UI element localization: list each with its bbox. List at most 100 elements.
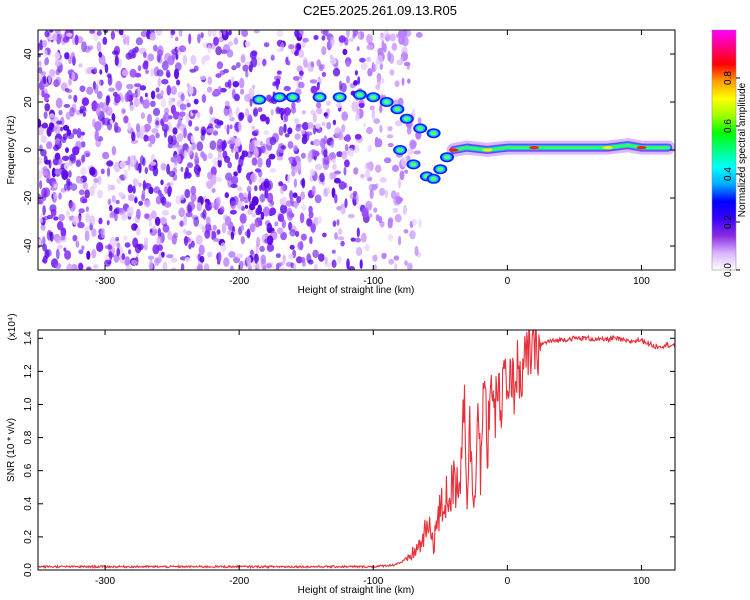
- heatmap-noise-cell: [38, 195, 44, 205]
- heatmap-noise-cell: [38, 72, 43, 82]
- heatmap-noise-cell: [255, 168, 261, 173]
- ridge-blob-core: [417, 126, 424, 131]
- heatmap-noise-cell: [184, 257, 191, 262]
- heatmap-noise-cell: [292, 76, 300, 81]
- heatmap-noise-cell: [318, 253, 325, 262]
- heatmap-noise-cell: [254, 140, 261, 146]
- heatmap-noise-cell: [120, 215, 128, 221]
- heatmap-noise-cell: [127, 194, 135, 202]
- heatmap-noise-cell: [223, 257, 230, 267]
- heatmap-noise-cell: [380, 77, 385, 84]
- heatmap-noise-cell: [275, 79, 279, 91]
- heatmap-noise-cell: [54, 262, 62, 270]
- heatmap-noise-cell: [147, 113, 152, 124]
- heatmap-noise-cell: [407, 147, 414, 156]
- heatmap-noise-cell: [66, 185, 71, 191]
- heatmap-noise-cell: [108, 252, 115, 258]
- heatmap-noise-cell: [309, 79, 318, 84]
- heatmap-noise-cell: [40, 224, 46, 231]
- heatmap-noise-cell: [224, 216, 232, 227]
- heatmap-noise-cell: [291, 101, 296, 110]
- colorbar-tick-label: 0.0: [723, 263, 734, 277]
- heatmap-noise-cell: [344, 198, 348, 209]
- y-tick-label: 1.4: [23, 331, 34, 345]
- heatmap-noise-cell: [251, 157, 258, 166]
- heatmap-noise-cell: [124, 256, 131, 267]
- heatmap-noise-cell: [78, 63, 83, 68]
- heatmap-noise-cell: [73, 94, 78, 103]
- heatmap-noise-cell: [403, 229, 409, 234]
- heatmap-noise-cell: [91, 249, 97, 259]
- heatmap-noise-cell: [366, 34, 373, 44]
- heatmap-noise-cell: [296, 196, 302, 204]
- heatmap-noise-cell: [392, 207, 399, 213]
- heatmap-noise-cell: [161, 60, 169, 71]
- heatmap-noise-cell: [242, 192, 249, 198]
- heatmap-noise-cell: [187, 162, 194, 169]
- heatmap-noise-cell: [249, 223, 256, 233]
- heatmap-noise-cell: [86, 250, 91, 260]
- heatmap-noise-cell: [300, 152, 306, 159]
- heatmap-noise-cell: [81, 131, 85, 136]
- heatmap-noise-cell: [186, 204, 192, 213]
- heatmap-noise-cell: [195, 234, 203, 245]
- heatmap-noise-cell: [377, 54, 383, 65]
- heatmap-noise-cell: [38, 157, 43, 165]
- heatmap-noise-cell: [278, 181, 284, 187]
- heatmap-noise-cell: [254, 217, 261, 228]
- heatmap-noise-cell: [99, 101, 104, 109]
- heatmap-noise-cell: [67, 181, 73, 187]
- heatmap-noise-cell: [340, 82, 347, 93]
- heatmap-noise-cell: [269, 168, 277, 173]
- heatmap-noise-cell: [341, 150, 348, 160]
- heatmap-noise-cell: [54, 169, 62, 175]
- heatmap-noise-cell: [240, 30, 247, 37]
- heatmap-noise-cell: [62, 155, 70, 161]
- heatmap-noise-cell: [106, 220, 110, 226]
- heatmap-noise-cell: [238, 121, 242, 132]
- heatmap-noise-cell: [100, 227, 106, 239]
- heatmap-noise-cell: [118, 191, 125, 198]
- heatmap-noise-cell: [110, 30, 115, 40]
- heatmap-noise-cell: [163, 201, 172, 208]
- y-tick-label: 20: [23, 96, 34, 108]
- heatmap-noise-cell: [403, 61, 411, 67]
- heatmap-noise-cell: [323, 154, 330, 165]
- heatmap-noise-cell: [160, 179, 164, 186]
- heatmap-noise-cell: [354, 133, 362, 140]
- x-tick-label: -300: [95, 276, 115, 287]
- heatmap-noise-cell: [191, 109, 199, 114]
- heatmap-noise-cell: [288, 253, 294, 260]
- heatmap-noise-cell: [329, 171, 334, 181]
- heatmap-noise-cell: [93, 177, 99, 184]
- heatmap-noise-cell: [285, 200, 293, 207]
- heatmap-noise-cell: [166, 85, 172, 96]
- heatmap-noise-cell: [215, 176, 223, 183]
- heatmap-noise-cell: [228, 251, 236, 258]
- ridge-blob-core: [336, 95, 343, 100]
- heatmap-noise-cell: [379, 177, 387, 183]
- snr-xlabel: Height of straight line (km): [298, 585, 415, 596]
- heatmap-noise-cell: [133, 97, 140, 108]
- heatmap-noise-cell: [383, 157, 392, 164]
- heatmap-noise-cell: [371, 183, 377, 191]
- heatmap-noise-cell: [126, 206, 134, 217]
- heatmap-noise-cell: [43, 111, 48, 119]
- heatmap-noise-cell: [152, 225, 156, 235]
- heatmap-noise-cell: [316, 81, 320, 91]
- heatmap-noise-cell: [98, 51, 102, 58]
- heatmap-noise-cell: [140, 112, 145, 120]
- heatmap-noise-cell: [42, 236, 46, 247]
- heatmap-noise-cell: [334, 193, 338, 204]
- y-tick-label: -40: [23, 238, 34, 253]
- heatmap-noise-cell: [286, 60, 291, 66]
- heatmap-noise-cell: [91, 100, 98, 112]
- heatmap-noise-cell: [135, 87, 141, 98]
- ridge-blob-core: [410, 162, 417, 167]
- heatmap-noise-cell: [187, 146, 193, 156]
- heatmap-noise-cell: [263, 130, 270, 136]
- heatmap-noise-cell: [84, 230, 90, 242]
- heatmap-noise-cell: [217, 155, 223, 161]
- heatmap-noise-cell: [387, 142, 394, 148]
- heatmap-noise-cell: [183, 149, 188, 159]
